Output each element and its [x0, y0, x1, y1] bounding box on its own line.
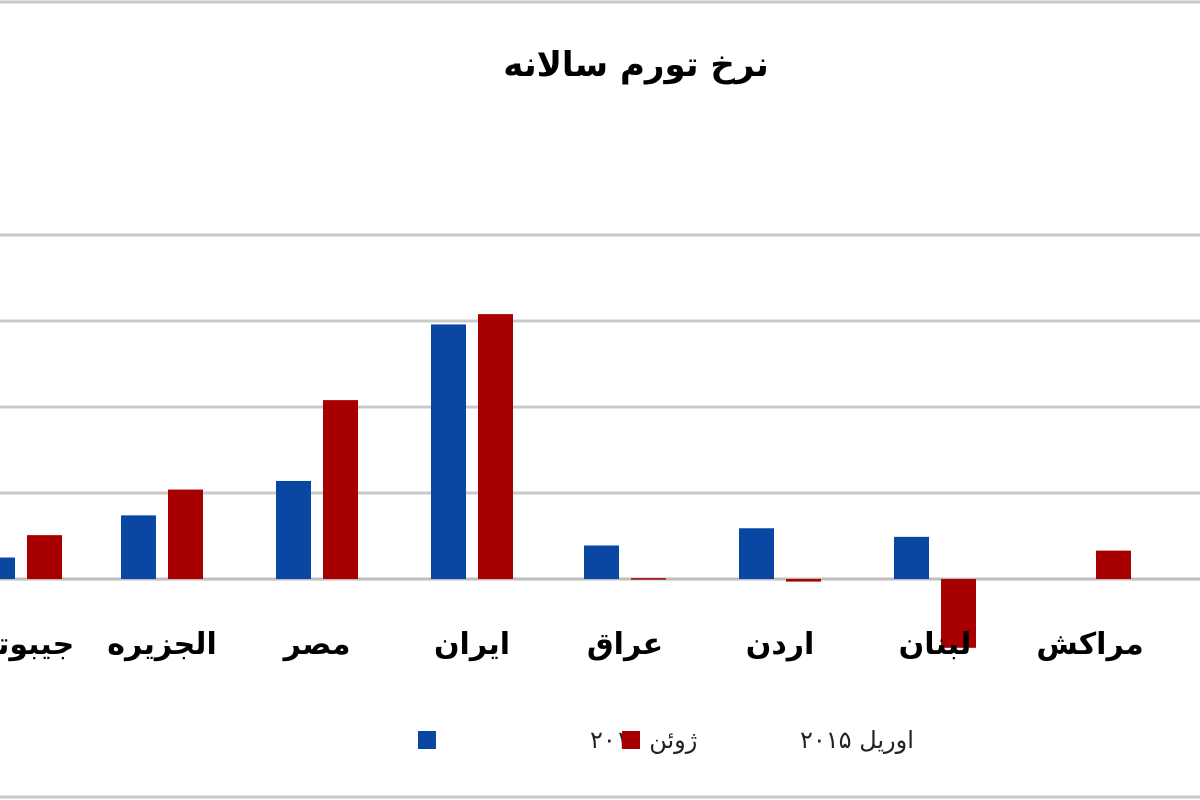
category-label: لبنان — [899, 627, 972, 662]
bar-series-2-3 — [478, 314, 513, 579]
bar-series-1-2 — [276, 480, 311, 579]
bar-series-2-0 — [27, 535, 62, 579]
bar-series-1-0 — [0, 557, 15, 579]
category-label: الجزیره — [107, 627, 216, 662]
chart-title: نرخ تورم سالانه — [503, 45, 769, 85]
legend-label-1: ژوئن ۲۰۱۴ — [590, 726, 697, 754]
bar-series-1-5 — [739, 528, 774, 579]
bar-series-2-6 — [941, 579, 976, 648]
bar-series-2-1 — [168, 489, 203, 579]
bar-series-1-3 — [431, 324, 466, 579]
bar-series-2-7 — [1096, 550, 1131, 579]
legend-label-2: اوریل ۲۰۱۵ — [800, 726, 914, 754]
legend-swatch-2 — [622, 731, 640, 749]
category-label: ایران — [434, 627, 510, 662]
category-label: جیبوتی — [0, 627, 74, 662]
bar-series-2-5 — [786, 579, 821, 582]
category-label: عراق — [587, 627, 663, 662]
bars — [0, 314, 1131, 648]
bar-series-1-4 — [584, 545, 619, 579]
legend-swatch-1 — [418, 731, 436, 749]
bar-series-1-6 — [894, 536, 929, 579]
bar-series-1-1 — [121, 515, 156, 579]
category-label: مصر — [282, 627, 351, 662]
category-label: مراکش — [1036, 627, 1143, 662]
category-labels: جیبوتی الجزیره مصر ایران عراق اردن لبنان مراکش — [0, 627, 1144, 662]
bar-series-2-4 — [631, 578, 666, 580]
category-label: اردن — [746, 627, 815, 662]
legend: ژوئن ۲۰۱۴ اوریل ۲۰۱۵ — [418, 726, 914, 754]
bar-series-2-2 — [323, 400, 358, 579]
